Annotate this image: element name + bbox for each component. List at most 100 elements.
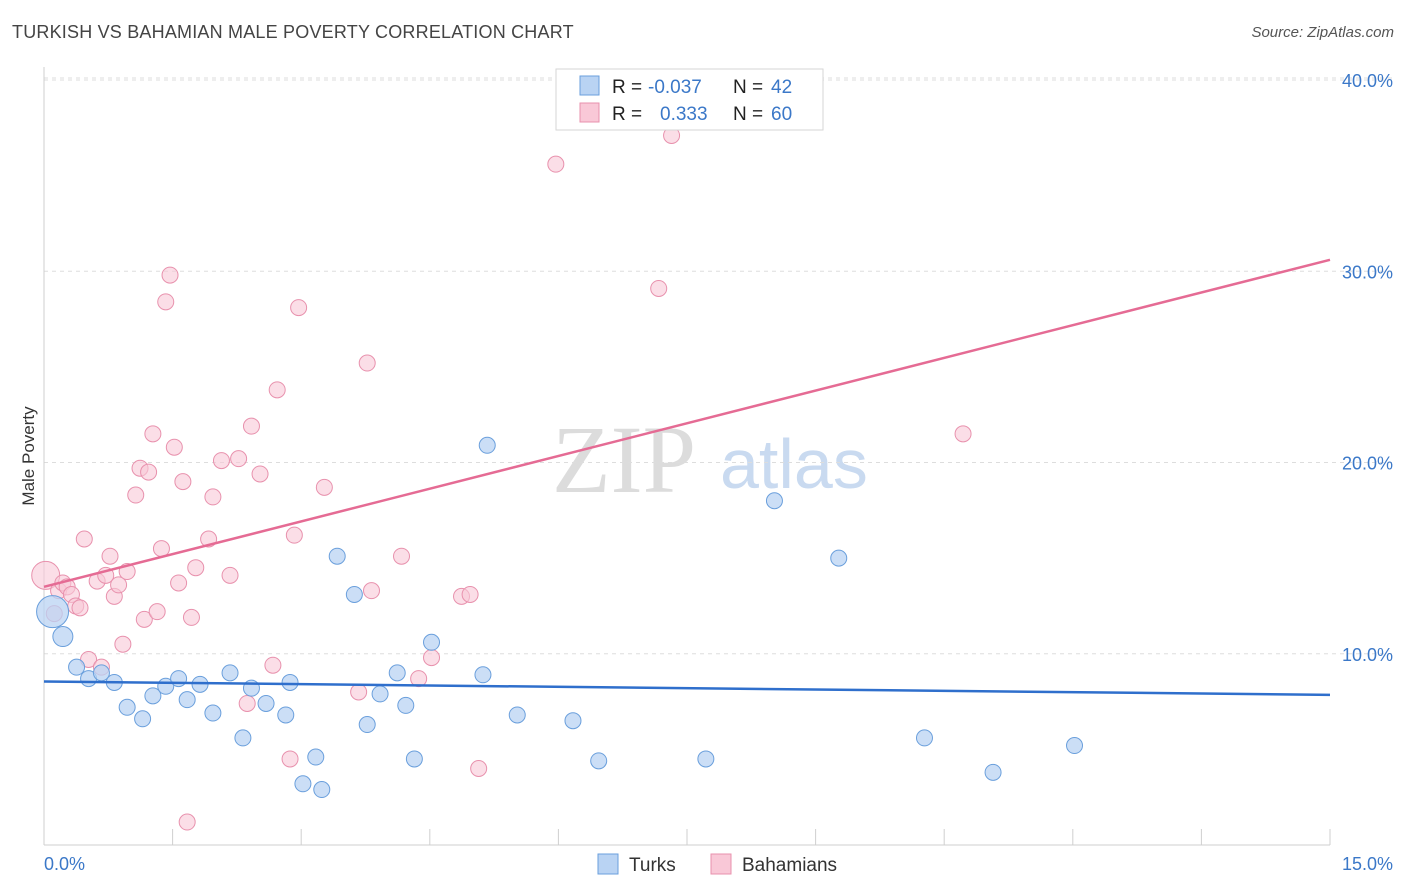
turks-point [36, 595, 70, 629]
turks-point [474, 666, 492, 684]
bahamians-point [127, 486, 145, 504]
turks-point [508, 706, 526, 724]
bahamians-point [264, 656, 282, 674]
turks-point [68, 658, 86, 676]
turks-point [915, 729, 933, 747]
bahamians-point [80, 650, 98, 668]
bahamians-point [75, 530, 93, 548]
turks-point [307, 748, 325, 766]
turks-point [328, 547, 346, 565]
bahamians-point [650, 279, 668, 297]
legend: Turks Bahamians [597, 853, 837, 876]
turks-point [405, 750, 423, 768]
turks-point [564, 712, 582, 730]
stats-turks-n-value: 42 [771, 77, 792, 98]
bahamians-point [144, 425, 162, 443]
x-tick-label-min: 0.0% [44, 854, 85, 874]
bahamians-point [101, 547, 119, 565]
stats-turks-n-label: N = [733, 77, 763, 98]
stats-turks-r-value: -0.037 [648, 77, 702, 98]
gridlines [44, 77, 1393, 655]
turks-point [478, 436, 496, 454]
bahamians-trend-line [43, 258, 1331, 589]
turks-point [697, 750, 715, 768]
bahamians-point [221, 566, 239, 584]
bahamians-point [148, 603, 166, 621]
turks-point [984, 763, 1002, 781]
legend-label-turks: Turks [629, 855, 676, 876]
bahamians-point [547, 155, 565, 173]
stats-bahamians-r-label: R = [612, 104, 642, 125]
bahamians-point [114, 635, 132, 653]
bahamians-point [461, 585, 479, 603]
bahamians-point [238, 694, 256, 712]
turks-point [830, 549, 848, 567]
turks-point [345, 585, 363, 603]
chart-title: TURKISH VS BAHAMIAN MALE POVERTY CORRELA… [12, 22, 574, 42]
turks-point [134, 710, 152, 728]
turks-point [204, 704, 222, 722]
x-axis-ticks [43, 829, 1331, 845]
bahamians-point [230, 450, 248, 468]
y-axis-label: Male Poverty [19, 406, 38, 506]
bahamians-point [161, 266, 179, 284]
bahamians-point [358, 354, 376, 372]
turks-trend-line [43, 680, 1331, 697]
y-tick-label: 40.0% [1342, 71, 1393, 91]
y-tick-label: 10.0% [1342, 645, 1393, 665]
legend-swatch-turks [597, 853, 619, 875]
turks-point [313, 781, 331, 799]
turks-point [277, 706, 295, 724]
y-tick-label: 30.0% [1342, 262, 1393, 282]
turks-point [178, 691, 196, 709]
turks-point [358, 716, 376, 734]
turks-point [765, 492, 783, 510]
watermark-atlas: atlas [720, 425, 868, 503]
legend-swatch-bahamians [710, 853, 732, 875]
turks-point [397, 696, 415, 714]
bahamians-point [170, 574, 188, 592]
bahamians-point [281, 750, 299, 768]
turks-point [294, 775, 312, 793]
bahamians-point [212, 452, 230, 470]
bahamians-point [470, 760, 488, 777]
stats-swatch-bahamians [579, 102, 600, 123]
bahamians-point [315, 478, 333, 496]
bahamians-point [285, 526, 303, 544]
bahamians-point [182, 608, 200, 626]
stats-bahamians-r-value: 0.333 [660, 104, 708, 125]
stats-box-frame [555, 68, 824, 131]
bahamians-point [251, 465, 269, 483]
bahamians-point [174, 473, 192, 491]
turks-point [257, 694, 275, 712]
turks-point [118, 698, 136, 716]
stats-bahamians-n-value: 60 [771, 104, 792, 125]
bahamians-point [268, 381, 286, 399]
bahamians-point [204, 488, 222, 506]
turks-point [371, 685, 389, 703]
bahamians-point [165, 438, 183, 456]
bahamians-point [290, 299, 308, 317]
stats-swatch-turks [579, 75, 600, 96]
bahamians-point [71, 599, 89, 617]
legend-label-bahamians: Bahamians [742, 855, 837, 876]
x-tick-label-max: 15.0% [1342, 854, 1393, 874]
stats-box: R = -0.037 N = 42 R = 0.333 N = 60 [555, 68, 824, 131]
bahamians-point [242, 417, 260, 435]
turks-point [234, 729, 252, 747]
bahamians-point [157, 293, 175, 311]
stats-bahamians-n-label: N = [733, 104, 763, 125]
y-tick-labels: 10.0% 20.0% 30.0% 40.0% [1342, 71, 1393, 665]
bahamians-point [140, 463, 158, 481]
bahamians-point [178, 813, 196, 831]
bahamians-point [363, 582, 381, 600]
bahamians-point [187, 559, 205, 577]
turks-point [281, 673, 299, 691]
stats-turks-r-label: R = [612, 77, 642, 98]
bahamians-point [110, 576, 128, 594]
turks-point [170, 670, 188, 688]
bahamians-point [135, 610, 153, 628]
bahamians-point [954, 425, 972, 443]
turks-point [1066, 737, 1084, 755]
